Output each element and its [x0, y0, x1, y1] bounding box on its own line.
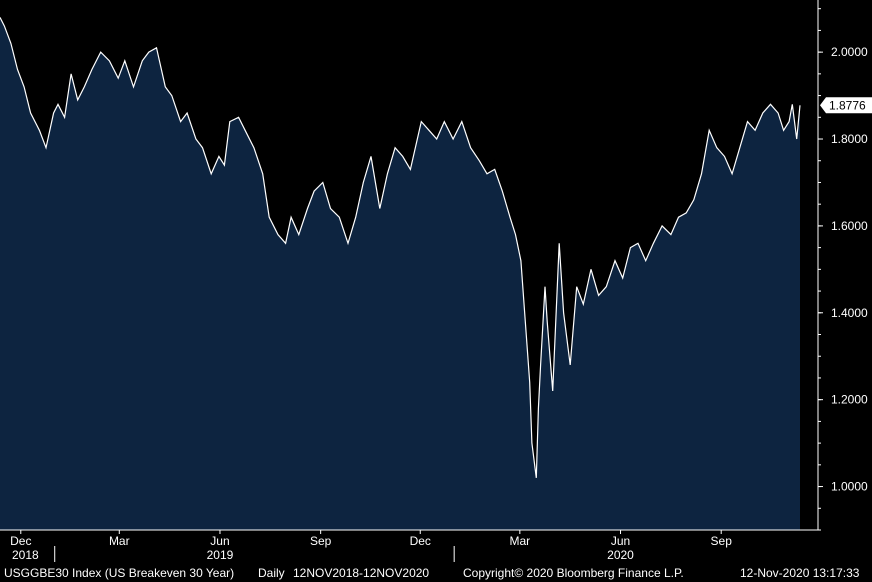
x-month-label: Jun: [611, 534, 630, 548]
ticker-description: USGGBE30 Index (US Breakeven 30 Year): [4, 566, 235, 580]
y-tick-label: 1.8000: [831, 132, 868, 146]
series-line: [0, 17, 801, 478]
date-range-label: 12NOV2018-12NOV2020: [293, 566, 430, 580]
x-year-label: 2018: [12, 548, 39, 562]
y-tick-label: 1.6000: [831, 219, 868, 233]
last-value-tag: [820, 97, 872, 114]
x-month-label: Jun: [210, 534, 229, 548]
last-value-label: 1.8776: [829, 98, 866, 112]
x-year-label: 2019: [207, 548, 234, 562]
last-value-marker: 1.8776: [820, 97, 872, 114]
x-year-label: 2020: [607, 548, 634, 562]
series-area-fill: [0, 17, 800, 530]
y-tick-label: 2.0000: [831, 45, 868, 59]
x-month-label: Mar: [109, 534, 130, 548]
frequency-label: Daily: [258, 566, 285, 580]
y-axis-ticks: 1.0000 1.2000 1.4000 1.6000 1.8000 2.0000: [818, 8, 868, 531]
x-month-label: Mar: [509, 534, 530, 548]
x-month-label: Dec: [10, 534, 31, 548]
y-tick-label: 1.4000: [831, 306, 868, 320]
chart-footer: USGGBE30 Index (US Breakeven 30 Year) Da…: [0, 562, 872, 582]
copyright-label: Copyright© 2020 Bloomberg Finance L.P.: [463, 566, 684, 580]
x-axis-ticks: Dec Mar Jun Sep Dec Mar Jun Sep 2018 2019 2020: [10, 530, 732, 562]
timestamp-label: 12-Nov-2020 13:17:33: [740, 566, 860, 580]
y-tick-label: 1.0000: [831, 480, 868, 494]
y-tick-label: 1.2000: [831, 393, 868, 407]
x-month-label: Sep: [310, 534, 332, 548]
x-month-label: Sep: [711, 534, 733, 548]
x-month-label: Dec: [410, 534, 431, 548]
